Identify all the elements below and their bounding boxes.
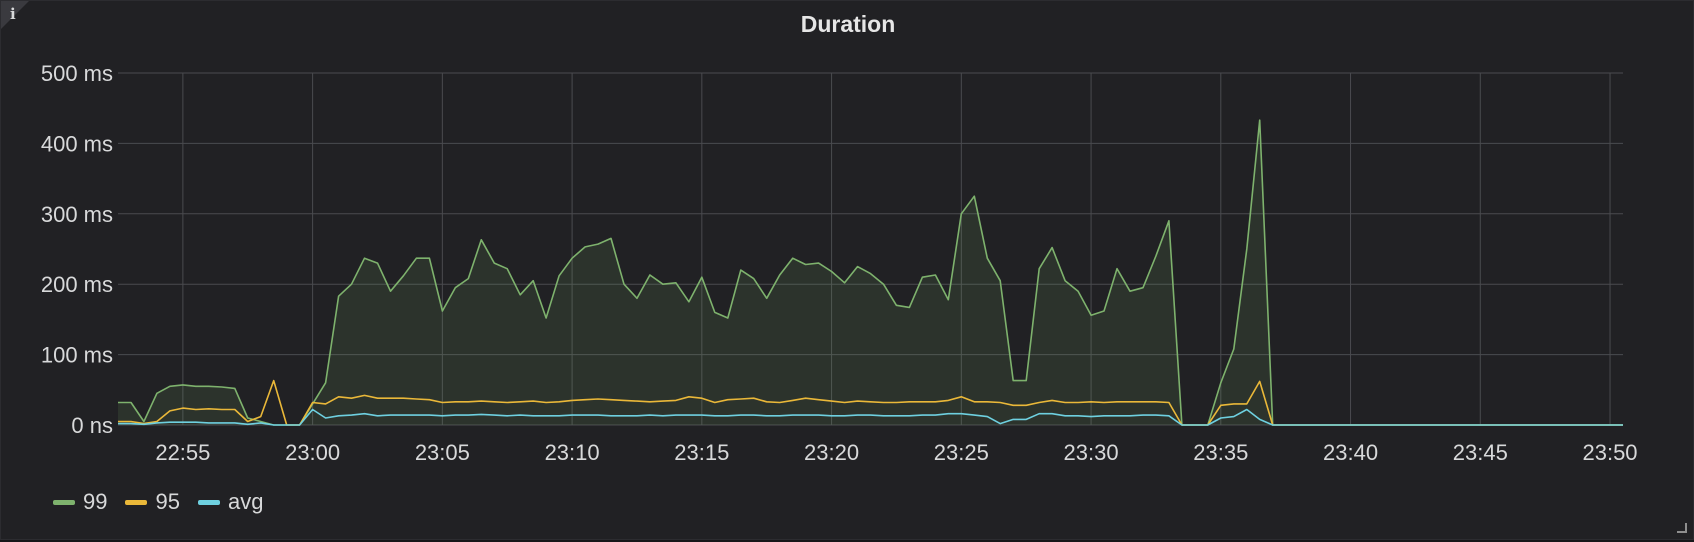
legend-swatch-99 <box>53 500 75 505</box>
x-tick-label: 23:50 <box>1582 440 1637 465</box>
y-tick-label: 200 ms <box>41 272 113 297</box>
x-tick-label: 23:35 <box>1193 440 1248 465</box>
x-tick-label: 23:45 <box>1453 440 1508 465</box>
series-layer <box>118 120 1623 425</box>
legend-label-avg: avg <box>228 489 263 515</box>
resize-handle[interactable] <box>1677 523 1687 533</box>
legend: 99 95 avg <box>53 489 263 515</box>
duration-chart[interactable]: 0 ns 100 ms 200 ms 300 ms 400 ms 500 ms 22:55… <box>1 1 1694 481</box>
x-tick-label: 23:25 <box>934 440 989 465</box>
x-tick-label: 23:00 <box>285 440 340 465</box>
legend-label-95: 95 <box>155 489 179 515</box>
legend-swatch-avg <box>198 500 220 505</box>
y-tick-label: 100 ms <box>41 343 113 368</box>
x-tick-label: 22:55 <box>155 440 210 465</box>
x-tick-label: 23:10 <box>545 440 600 465</box>
legend-item-99[interactable]: 99 <box>53 489 107 515</box>
x-tick-label: 23:15 <box>674 440 729 465</box>
y-axis-labels: 0 ns 100 ms 200 ms 300 ms 400 ms 500 ms <box>41 61 113 438</box>
y-tick-label: 0 ns <box>71 413 113 438</box>
x-axis-labels: 22:55 23:00 23:05 23:10 23:15 23:20 23:25 23:30… <box>155 440 1637 465</box>
x-tick-label: 23:05 <box>415 440 470 465</box>
series-area-99 <box>118 120 1623 425</box>
y-tick-label: 400 ms <box>41 131 113 156</box>
y-tick-label: 300 ms <box>41 202 113 227</box>
x-tick-label: 23:20 <box>804 440 859 465</box>
legend-swatch-95 <box>125 500 147 505</box>
x-tick-label: 23:30 <box>1064 440 1119 465</box>
legend-item-95[interactable]: 95 <box>125 489 179 515</box>
x-tick-label: 23:40 <box>1323 440 1378 465</box>
legend-item-avg[interactable]: avg <box>198 489 263 515</box>
y-tick-label: 500 ms <box>41 61 113 86</box>
legend-label-99: 99 <box>83 489 107 515</box>
